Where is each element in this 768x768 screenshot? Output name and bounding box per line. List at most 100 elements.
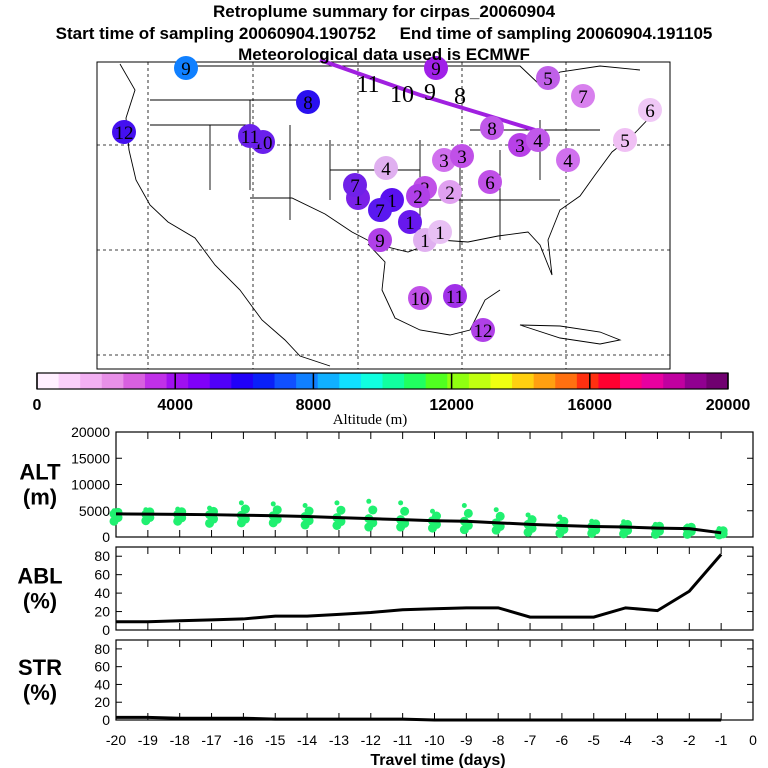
plume-marker-label: 7 xyxy=(578,87,588,108)
y-axis-label: (%) xyxy=(23,680,57,705)
altitude-point xyxy=(430,508,435,514)
altitude-point xyxy=(270,501,276,507)
colorbar-tick-label: 12000 xyxy=(429,397,474,414)
plume-marker xyxy=(438,180,462,204)
colorbar-swatch xyxy=(209,373,232,389)
plume-marker xyxy=(368,228,392,252)
plume-marker-label: 4 xyxy=(533,131,543,152)
colorbar-swatch xyxy=(490,373,513,389)
plume-marker-label: 7 xyxy=(350,176,360,197)
plume-marker xyxy=(296,90,320,114)
plume-marker-label: 9 xyxy=(181,59,191,80)
colorbar-label: Altitude (m) xyxy=(333,412,408,428)
colorbar-swatch xyxy=(706,373,729,389)
x-tick-label: -8 xyxy=(492,732,505,748)
plume-marker-label: 1 xyxy=(353,189,363,210)
colorbar-swatch xyxy=(274,373,297,389)
x-tick-label: -10 xyxy=(424,732,444,748)
y-tick-label: 0 xyxy=(102,712,110,728)
plume-marker xyxy=(432,148,456,172)
plume-marker-label: 8 xyxy=(487,119,497,140)
plume-marker-label: 5 xyxy=(543,69,553,90)
plume-marker xyxy=(368,198,392,222)
altitude-point xyxy=(525,512,531,518)
altitude-point xyxy=(143,507,149,513)
trajectory-label: 10 xyxy=(390,82,414,108)
colorbar-swatch xyxy=(360,373,383,389)
plume-marker xyxy=(450,144,474,168)
y-tick-label: 20 xyxy=(94,604,110,620)
x-tick-label: -15 xyxy=(265,732,285,748)
trajectory-labels: 11 10 9 8 xyxy=(356,72,466,110)
plume-marker xyxy=(471,318,495,342)
colorbar-swatch xyxy=(533,373,556,389)
plume-marker xyxy=(174,56,198,80)
colorbar-swatch xyxy=(382,373,405,389)
x-tick-label: -17 xyxy=(201,732,221,748)
plume-marker-label: 1 xyxy=(435,223,445,244)
colorbar-swatch xyxy=(317,373,340,389)
x-tick-label: -20 xyxy=(106,732,126,748)
map-outlines xyxy=(119,63,656,367)
plume-marker xyxy=(398,210,422,234)
plume-marker xyxy=(408,286,432,310)
colorbar-tick-label: 20000 xyxy=(706,397,751,414)
y-tick-label: 60 xyxy=(94,567,110,583)
plume-marker-label: 3 xyxy=(457,147,467,168)
colorbar-swatch xyxy=(404,373,427,389)
altitude-point xyxy=(334,500,340,506)
plume-marker-label: 11 xyxy=(446,287,464,308)
colorbar-swatch xyxy=(620,373,643,389)
plume-marker-label: 1 xyxy=(405,213,415,234)
map-panel: 11111222333444556677788999101011111212 1… xyxy=(96,56,671,370)
plume-marker-label: 6 xyxy=(645,101,655,122)
x-tick-label: -3 xyxy=(651,732,664,748)
plume-marker-label: 6 xyxy=(485,173,495,194)
altitude-point xyxy=(111,508,117,514)
x-tick-label: -6 xyxy=(556,732,569,748)
trajectory-label: 9 xyxy=(424,80,436,106)
x-tick-label: -11 xyxy=(393,732,412,748)
colorbar-swatch xyxy=(468,373,491,389)
time-panels: 05000100001500020000ALT(m)020406080ABL(%… xyxy=(17,424,757,768)
plume-marker-label: 3 xyxy=(439,151,449,172)
trajectory-label: 8 xyxy=(454,84,466,110)
altitude-point xyxy=(336,505,346,515)
end-time: End time of sampling 20060904.191105 xyxy=(399,24,713,43)
colorbar-swatch xyxy=(188,373,211,389)
x-axis: -20 -19 -18 -17 -16 -15 -14 -13 -12 -11 -10 -9 -8 -7-… xyxy=(106,732,757,768)
altitude-point xyxy=(240,504,250,514)
colorbar-swatch xyxy=(144,373,168,389)
y-tick-label: 0 xyxy=(102,529,110,545)
altitude-point xyxy=(495,511,505,521)
colorbar-swatch xyxy=(80,373,103,389)
plume-marker xyxy=(112,120,136,144)
plume-marker-label: 11 xyxy=(241,127,259,148)
plume-marker-label: 1 xyxy=(387,191,397,212)
y-axis-label: STR xyxy=(18,655,62,680)
colorbar-swatch xyxy=(663,373,686,389)
x-tick-label: -18 xyxy=(170,732,190,748)
y-tick-label: 40 xyxy=(94,676,110,692)
plume-marker xyxy=(536,66,560,90)
plume-marker xyxy=(613,128,637,152)
y-tick-label: 10000 xyxy=(71,477,110,493)
plume-marker-label: 5 xyxy=(620,131,630,152)
colorbar-swatch xyxy=(123,373,146,389)
colorbar-tick-label: 0 xyxy=(33,397,42,414)
plume-marker xyxy=(374,156,398,180)
y-tick-label: 40 xyxy=(94,585,110,601)
plume-marker-label: 4 xyxy=(381,159,391,180)
str-panel-line xyxy=(116,715,722,722)
altitude-point xyxy=(175,506,181,512)
x-tick-label: -13 xyxy=(329,732,349,748)
panel-frame xyxy=(115,639,754,721)
x-tick-label: -2 xyxy=(683,732,696,748)
plume-marker-label: 10 xyxy=(411,289,430,310)
altitude-point xyxy=(559,516,569,526)
colorbar-swatch xyxy=(296,373,319,389)
colorbar-swatch xyxy=(512,373,535,389)
altitude-point xyxy=(400,506,410,516)
colorbar-swatch xyxy=(576,373,599,389)
y-axis-label: (m) xyxy=(23,485,57,510)
